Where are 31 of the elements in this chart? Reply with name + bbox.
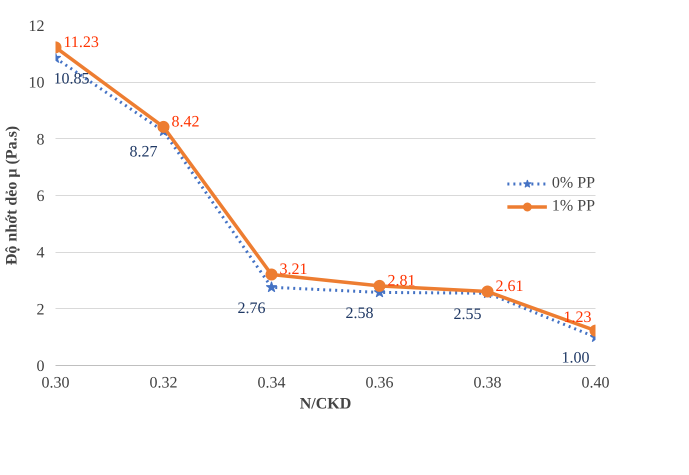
point — [266, 281, 278, 292]
data-label: 3.21 — [280, 261, 308, 278]
data-label: 2.76 — [238, 300, 266, 317]
data-label: 2.58 — [346, 304, 374, 322]
legend-label: 0% PP — [552, 174, 595, 192]
y-tick-label: 2 — [36, 301, 44, 318]
y-tick-label: 6 — [36, 188, 44, 205]
data-label: 2.61 — [496, 278, 524, 296]
y-tick-label: 8 — [36, 131, 44, 148]
data-label: 8.42 — [172, 113, 200, 130]
point — [266, 268, 278, 281]
y-axis-title: Độ nhớt dẻo μ (Pa.s) — [4, 126, 20, 266]
data-label: 8.27 — [130, 144, 158, 161]
x-tick-label: 0.38 — [474, 374, 502, 392]
x-tick-label: 0.36 — [366, 374, 394, 392]
x-axis-title: N/CKD — [300, 396, 352, 412]
y-tick-label: 0 — [36, 358, 44, 375]
data-label: 2.55 — [454, 306, 482, 323]
y-tick-label: 10 — [28, 74, 44, 92]
point — [374, 280, 386, 292]
data-label: 1.00 — [562, 350, 590, 367]
data-label: 2.81 — [388, 272, 416, 290]
data-label: 11.23 — [64, 34, 99, 51]
y-tick-label: 12 — [28, 18, 44, 35]
x-tick-label: 0.32 — [150, 374, 178, 392]
y-tick-label: 4 — [36, 244, 44, 262]
x-tick-label: 0.34 — [258, 374, 286, 392]
data-label: 1.23 — [564, 309, 592, 326]
legend-label: 1% PP — [552, 198, 595, 216]
x-tick-label: 0.30 — [42, 374, 70, 392]
x-tick-label: 0.40 — [582, 374, 610, 392]
